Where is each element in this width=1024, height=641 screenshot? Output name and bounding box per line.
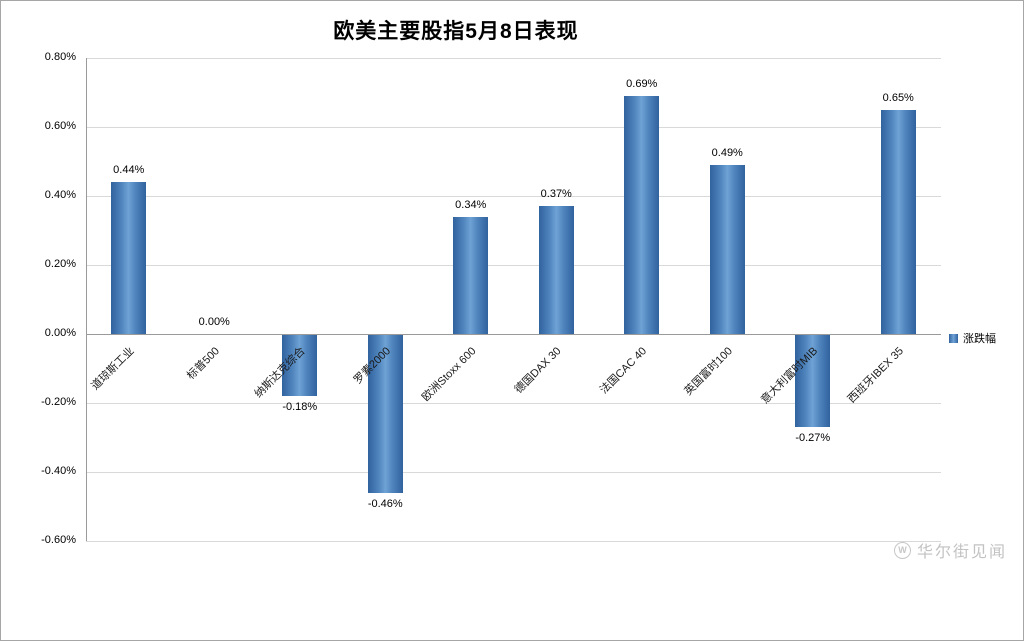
zero-axis-line — [86, 333, 941, 335]
gridline — [86, 195, 941, 197]
gridline — [86, 471, 941, 473]
legend-label: 涨跌幅 — [963, 333, 996, 345]
x-category-label: 道琼斯工业 — [88, 345, 137, 393]
bar-罗素2000 — [367, 335, 403, 493]
x-category-label: 欧洲Stoxx 600 — [419, 345, 479, 404]
value-label: 0.00% — [198, 316, 230, 328]
x-category-label: 西班牙IBEX 35 — [845, 345, 906, 406]
bar-纳斯达克综合 — [282, 335, 318, 397]
value-label: 0.65% — [882, 91, 914, 104]
y-tick-label: -0.20% — [41, 396, 76, 408]
value-label: 0.49% — [711, 146, 743, 159]
watermark-text: 华尔街见闻 — [916, 544, 1007, 561]
watermark: W 华尔街见闻 — [893, 538, 1007, 562]
bar-意大利富时MIB — [795, 335, 831, 428]
x-category-label: 法国CAC 40 — [598, 345, 650, 397]
bar-道琼斯工业 — [111, 182, 147, 334]
y-tick-label: -0.40% — [41, 465, 76, 477]
bar-西班牙IBEX 35 — [880, 109, 916, 334]
y-tick-label: 0.60% — [44, 120, 76, 132]
y-axis-line — [86, 58, 87, 541]
y-tick-label: 0.80% — [44, 51, 76, 63]
gridline — [86, 540, 941, 542]
chart-title: 欧美主要股指5月8日表现 — [333, 20, 579, 43]
bar-德国DAX 30 — [538, 206, 574, 334]
gridline — [86, 402, 941, 404]
value-label: 0.37% — [540, 188, 572, 201]
bar-欧洲Stoxx 600 — [453, 216, 489, 334]
y-tick-label: 0.20% — [44, 258, 76, 270]
value-label: 0.44% — [113, 164, 145, 177]
y-tick-label: -0.60% — [41, 534, 76, 546]
watermark-logo-icon: W — [893, 541, 911, 559]
y-tick-label: 0.00% — [44, 327, 76, 339]
legend-swatch-icon — [949, 333, 958, 343]
y-tick-label: 0.40% — [44, 189, 76, 201]
x-category-label: 标普500 — [184, 345, 222, 383]
gridline — [86, 264, 941, 266]
legend: 涨跌幅 — [949, 330, 996, 346]
x-category-label: 德国DAX 30 — [513, 345, 564, 396]
x-category-label: 英国富时100 — [682, 345, 735, 398]
bar-英国富时100 — [709, 164, 745, 334]
bar-法国CAC 40 — [624, 95, 660, 334]
value-label: -0.46% — [367, 497, 403, 510]
value-label: -0.18% — [282, 401, 318, 414]
value-label: 0.34% — [455, 198, 487, 211]
gridline — [86, 126, 941, 128]
gridline — [86, 57, 941, 59]
value-label: 0.69% — [626, 77, 658, 90]
value-label: -0.27% — [795, 432, 831, 445]
